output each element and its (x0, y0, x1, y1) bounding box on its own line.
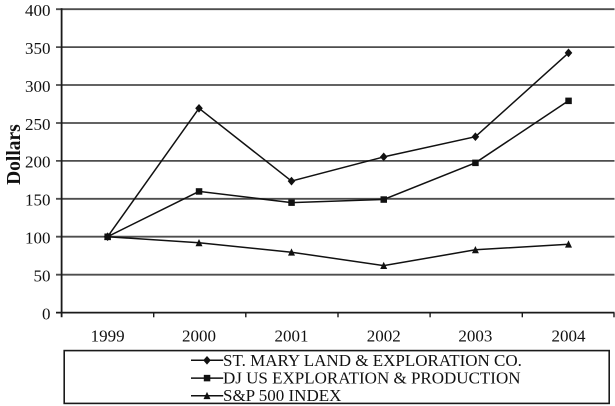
svg-text:ST. MARY LAND & EXPLORATION CO: ST. MARY LAND & EXPLORATION CO. (223, 351, 522, 370)
svg-text:250: 250 (25, 115, 51, 134)
svg-text:50: 50 (34, 267, 51, 286)
svg-text:DJ US EXPLORATION & PRODUCTION: DJ US EXPLORATION & PRODUCTION (223, 369, 521, 388)
svg-text:0: 0 (42, 304, 51, 323)
svg-text:S&P 500 INDEX: S&P 500 INDEX (223, 386, 341, 405)
svg-text:2002: 2002 (367, 326, 401, 345)
svg-text:2000: 2000 (182, 326, 216, 345)
svg-text:100: 100 (25, 229, 51, 248)
svg-text:1999: 1999 (91, 326, 125, 345)
svg-text:400: 400 (25, 1, 51, 20)
svg-text:2003: 2003 (458, 326, 492, 345)
svg-text:300: 300 (25, 77, 51, 96)
svg-text:150: 150 (25, 191, 51, 210)
svg-text:2001: 2001 (275, 326, 309, 345)
svg-text:2004: 2004 (552, 326, 587, 345)
svg-text:Dollars: Dollars (4, 124, 25, 185)
svg-text:200: 200 (25, 153, 51, 172)
svg-text:350: 350 (25, 39, 51, 58)
